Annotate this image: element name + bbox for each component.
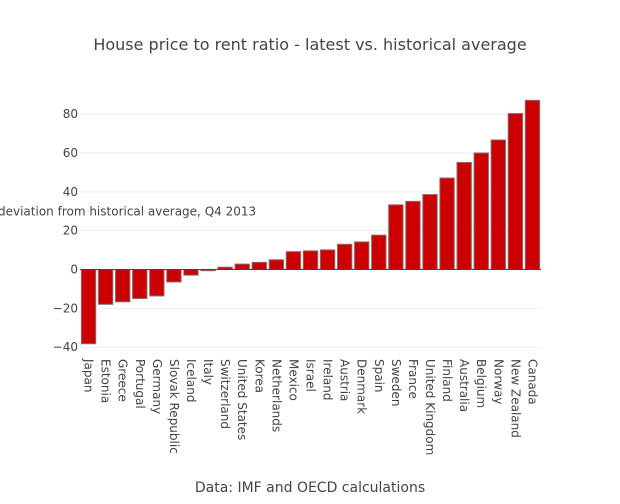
bar	[371, 234, 387, 271]
x-tick-label: Australia	[457, 359, 471, 412]
bar	[285, 251, 302, 271]
bar	[422, 194, 438, 271]
x-tick-label: Ireland	[321, 359, 335, 401]
y-tick-label: −40	[53, 340, 78, 354]
bar	[166, 269, 182, 283]
x-tick-label: Slovak Republic	[167, 359, 181, 454]
bar	[524, 99, 541, 271]
x-tick-label: Austria	[338, 359, 352, 401]
bar	[251, 261, 267, 271]
x-tick-label: Italy	[201, 359, 215, 385]
chart-title: House price to rent ratio - latest vs. h…	[93, 35, 526, 54]
x-tick-label: Iceland	[184, 359, 198, 402]
x-tick-label: France	[406, 359, 420, 399]
bar	[456, 162, 472, 271]
bar	[149, 269, 165, 297]
x-tick-label: Norway	[491, 359, 505, 405]
y-axis-title: deviation from historical average, Q4 20…	[0, 204, 256, 218]
y-tick-label: 40	[63, 185, 78, 199]
x-tick-label: Japan	[82, 358, 96, 392]
bar	[234, 263, 250, 271]
y-tick-label: 0	[70, 263, 78, 277]
y-tick-label: 80	[63, 107, 78, 121]
bar	[336, 243, 353, 271]
bar	[473, 152, 489, 271]
bar	[507, 113, 524, 271]
x-axis-title: Data: IMF and OECD calculations	[195, 480, 425, 496]
x-tick-label: United Kingdom	[423, 359, 437, 455]
x-tick-label: Canada	[525, 359, 539, 405]
bar	[405, 200, 421, 271]
x-tick-label: Denmark	[355, 359, 369, 414]
bar	[354, 241, 370, 271]
x-tick-label: Israel	[304, 359, 318, 392]
x-tick-label: Sweden	[389, 359, 403, 406]
x-tick-label: Greece	[116, 359, 130, 402]
x-tick-label: New Zealand	[508, 359, 522, 438]
bar	[97, 269, 114, 305]
bar	[268, 259, 285, 271]
bar	[115, 269, 131, 303]
y-axis-ticks: −40 −20 0 20 40 60 80	[53, 107, 78, 354]
bar	[80, 269, 97, 345]
x-tick-label: Germany	[150, 359, 164, 414]
x-tick-label: Estonia	[99, 359, 113, 403]
gridlines	[80, 113, 541, 348]
x-tick-label: United States	[235, 359, 249, 440]
x-tick-label: Netherlands	[269, 359, 283, 432]
x-tick-label: Switzerland	[218, 359, 232, 429]
bar	[132, 269, 148, 299]
x-tick-label: Belgium	[474, 359, 488, 408]
bar	[490, 139, 506, 271]
bar	[302, 250, 319, 271]
bar	[439, 177, 455, 271]
y-tick-label: 60	[63, 146, 78, 160]
bar	[319, 249, 336, 271]
x-tick-label: Spain	[372, 359, 386, 393]
x-tick-label: Finland	[440, 359, 454, 402]
y-tick-label: 20	[63, 224, 78, 238]
y-tick-label: −20	[53, 301, 78, 315]
x-tick-label: Korea	[252, 359, 266, 393]
bar	[388, 204, 404, 271]
x-axis-ticks: Japan Estonia Greece Portugal Germany Slovak …	[82, 358, 540, 455]
x-tick-label: Portugal	[133, 359, 147, 409]
bars	[80, 99, 541, 345]
bar	[183, 269, 199, 276]
x-tick-label: Mexico	[286, 359, 300, 401]
